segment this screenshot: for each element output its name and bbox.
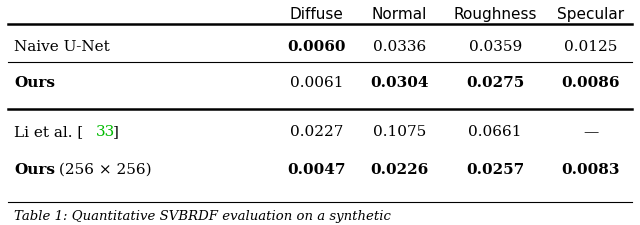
Text: 0.0661: 0.0661 (468, 124, 522, 138)
Text: 0.0336: 0.0336 (373, 40, 426, 54)
Text: 0.0061: 0.0061 (290, 76, 344, 90)
Text: 0.0227: 0.0227 (290, 124, 344, 138)
Text: Li et al. [: Li et al. [ (14, 124, 83, 138)
Text: Specular: Specular (557, 7, 625, 22)
Text: 0.0047: 0.0047 (287, 162, 346, 176)
Text: 33: 33 (96, 124, 115, 138)
Text: Ours: Ours (14, 162, 55, 176)
Text: 0.1075: 0.1075 (373, 124, 426, 138)
Text: 0.0086: 0.0086 (561, 76, 620, 90)
Text: 0.0275: 0.0275 (466, 76, 524, 90)
Text: 0.0125: 0.0125 (564, 40, 618, 54)
Text: —: — (583, 124, 598, 138)
Text: Table 1: Quantitative SVBRDF evaluation on a synthetic: Table 1: Quantitative SVBRDF evaluation … (14, 209, 391, 222)
Text: 0.0226: 0.0226 (371, 162, 429, 176)
Text: 0.0083: 0.0083 (561, 162, 620, 176)
Text: ]: ] (113, 124, 119, 138)
Text: 0.0304: 0.0304 (371, 76, 429, 90)
Text: 0.0257: 0.0257 (466, 162, 524, 176)
Text: Normal: Normal (372, 7, 428, 22)
Text: 0.0359: 0.0359 (468, 40, 522, 54)
Text: (256 × 256): (256 × 256) (54, 162, 151, 176)
Text: Diffuse: Diffuse (290, 7, 344, 22)
Text: Ours: Ours (14, 76, 55, 90)
Text: Roughness: Roughness (454, 7, 537, 22)
Text: 0.0060: 0.0060 (287, 40, 346, 54)
Text: Naive U-Net: Naive U-Net (14, 40, 110, 54)
